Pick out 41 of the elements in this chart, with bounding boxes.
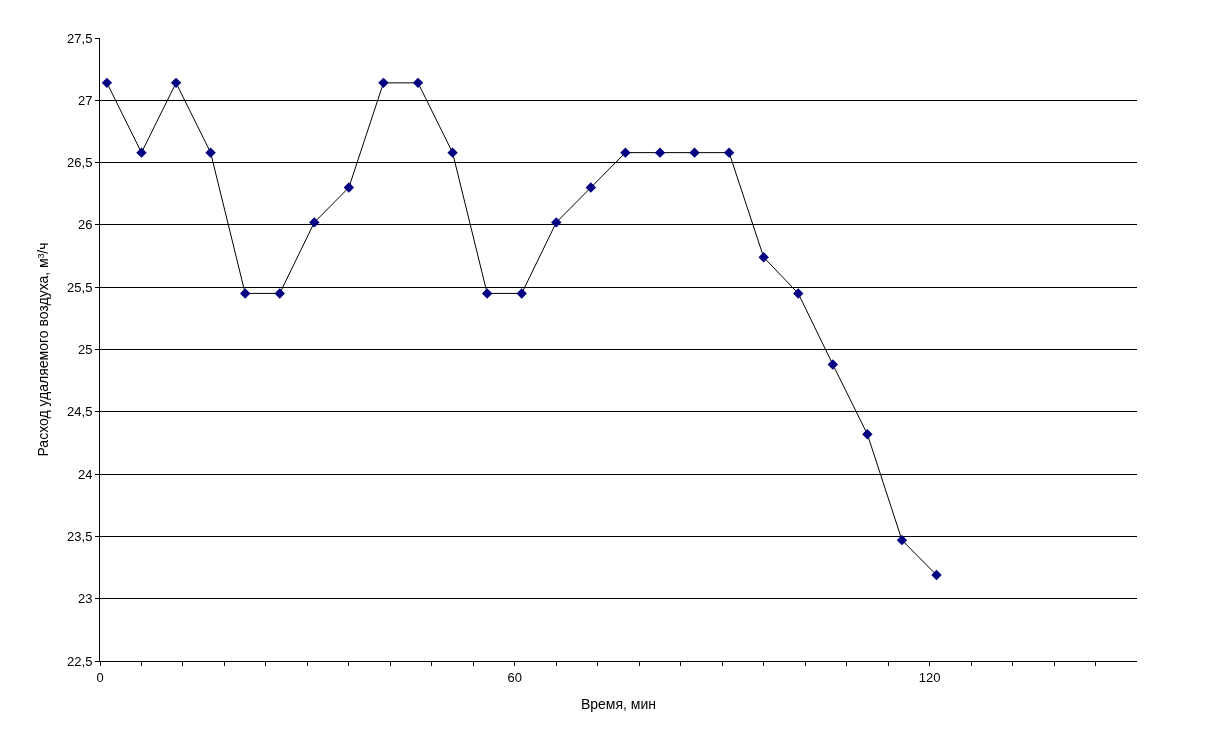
x-tick-label: 60	[507, 669, 523, 685]
y-tick-label: 25	[77, 342, 93, 358]
point	[274, 288, 285, 299]
y-tick-label: 22,5	[67, 653, 93, 669]
x-axis-title: Время, мин	[580, 695, 657, 712]
point	[654, 147, 666, 158]
point	[862, 429, 873, 440]
point	[793, 288, 804, 299]
point	[689, 147, 700, 158]
point	[481, 288, 493, 299]
y-axis-title: Расход удаляемого воздуха, м³/ч	[34, 242, 51, 457]
point	[896, 534, 908, 546]
y-tick-label: 23	[77, 591, 93, 607]
point	[412, 77, 424, 89]
y-tick-label: 23,5	[67, 528, 93, 544]
point	[827, 359, 839, 370]
point	[205, 147, 216, 158]
y-tick-label: 27	[77, 92, 93, 108]
x-tick-label: 0	[96, 669, 104, 685]
point	[758, 252, 769, 263]
point	[447, 147, 458, 158]
point	[378, 77, 389, 89]
point	[343, 182, 355, 193]
y-tick-label: 26	[77, 217, 93, 233]
point	[516, 288, 527, 299]
y-tick-label: 24	[77, 466, 93, 482]
x-tick-label: 120	[918, 669, 941, 685]
point	[585, 182, 597, 193]
y-tick-label: 24,5	[67, 404, 93, 420]
y-tick-label: 25,5	[67, 279, 93, 295]
point	[723, 147, 735, 158]
point	[620, 147, 631, 158]
point	[309, 217, 320, 228]
point	[551, 217, 562, 228]
y-tick-label: 27,5	[67, 30, 93, 46]
point	[239, 288, 251, 299]
point	[136, 147, 147, 158]
point	[170, 77, 182, 89]
y-tick-label: 26,5	[67, 155, 93, 171]
point	[101, 77, 113, 89]
point	[931, 569, 942, 581]
